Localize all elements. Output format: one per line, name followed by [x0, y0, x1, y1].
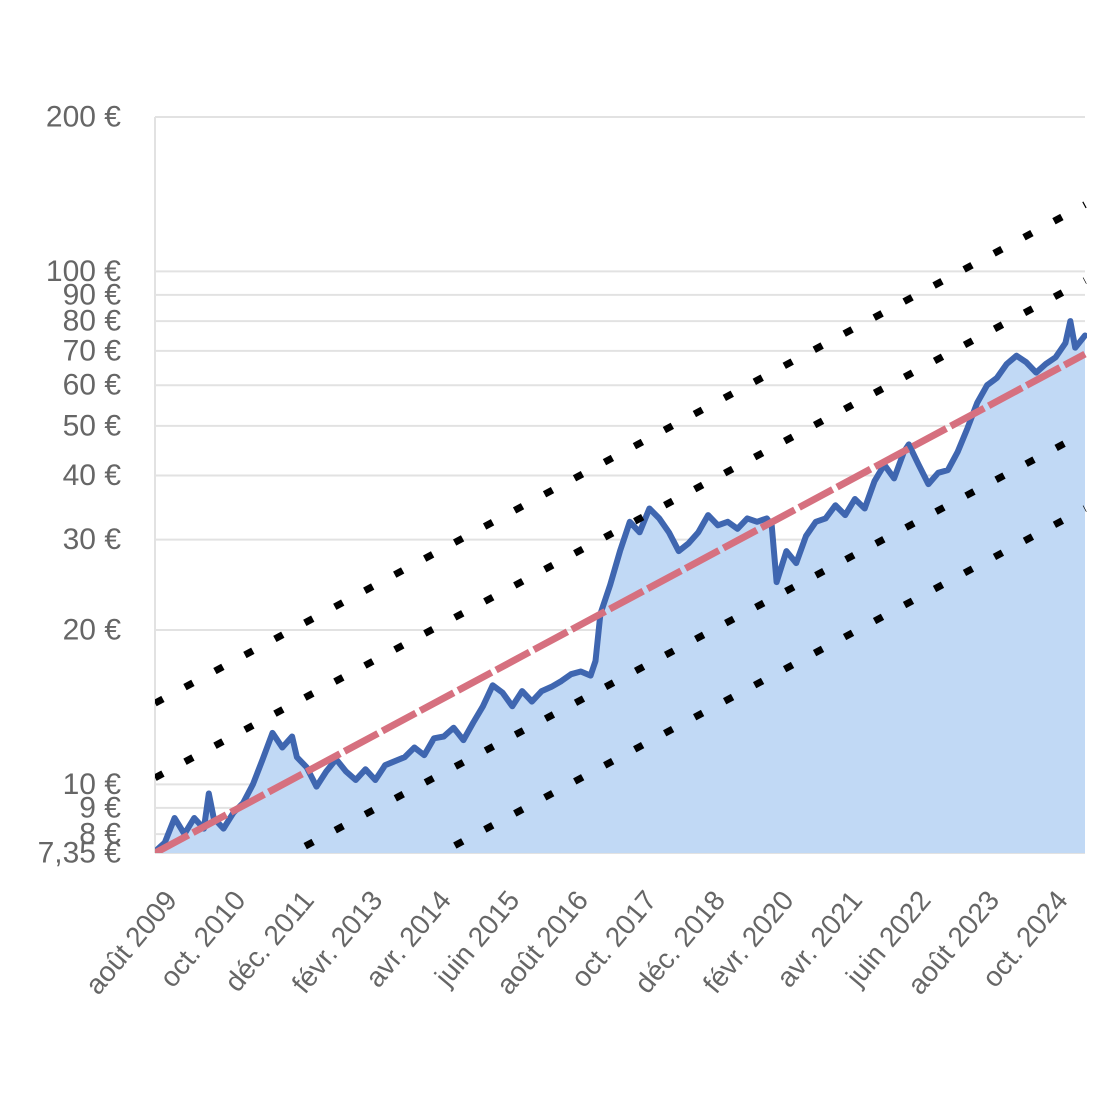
trend-line [155, 351, 1087, 853]
y-tick-label: 50 € [63, 409, 122, 442]
y-tick-label: 200 € [46, 101, 121, 134]
y-tick-label: 30 € [63, 523, 122, 556]
y-tick-label: 70 € [63, 334, 122, 367]
y-tick-label: 40 € [63, 459, 122, 492]
y-tick-label: 7,35 € [38, 837, 122, 870]
y-tick-label: 80 € [63, 305, 122, 338]
channel-line [284, 429, 1087, 853]
channel-line [155, 201, 1087, 707]
y-tick-label: 60 € [63, 369, 122, 402]
y-tick-label: 100 € [46, 255, 121, 288]
y-tick-label: 9 € [79, 791, 121, 824]
price-area [155, 321, 1085, 853]
channel-line [155, 277, 1087, 781]
y-tick-label: 8 € [79, 818, 121, 851]
price-line [155, 318, 1087, 853]
y-tick-label: 90 € [63, 278, 122, 311]
y-tick-label: 10 € [63, 768, 122, 801]
y-tick-label: 20 € [63, 613, 122, 646]
plot-area [155, 201, 1087, 853]
y-axis-ticks: 7,35 €8 €9 €10 € 20 € 30 € 40 € 50 € 60 €70 €… [38, 101, 122, 870]
